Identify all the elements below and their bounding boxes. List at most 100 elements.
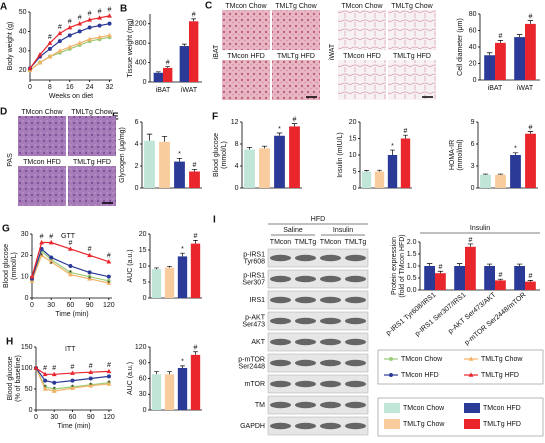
legend-swatch <box>384 419 400 429</box>
legend-marker <box>468 372 474 377</box>
point <box>57 30 63 36</box>
blot-strip <box>267 353 369 373</box>
blot-row-label: mTOR <box>245 381 265 388</box>
point <box>106 280 112 285</box>
significance-mark: # <box>52 365 56 372</box>
significance-mark: * <box>88 276 91 283</box>
error-bar <box>516 263 523 266</box>
y-tick-label: 20 <box>19 67 27 74</box>
blot-band <box>295 422 316 430</box>
micrograph <box>18 116 66 156</box>
y-axis-label: Blood glucose <box>3 244 10 288</box>
point <box>49 255 54 260</box>
point <box>57 39 62 44</box>
bar <box>164 267 175 298</box>
point <box>97 15 102 20</box>
error-bar <box>377 169 382 172</box>
blot-treatment: Saline <box>283 227 303 234</box>
x-tick-label: 120 <box>103 414 115 421</box>
error-bar <box>486 263 493 266</box>
bar <box>151 374 162 410</box>
x-tick-label: p-mTOR Ser2448/mTOR <box>464 292 528 347</box>
y-tick-label: 60 <box>139 375 147 382</box>
y-tick-label: 90 <box>139 360 147 367</box>
point <box>87 36 93 41</box>
micrograph <box>272 10 320 50</box>
panel-letter: F <box>212 112 218 123</box>
bar <box>189 21 199 83</box>
blot-row-label: TM <box>255 402 265 409</box>
micrograph <box>338 10 386 50</box>
micrograph <box>222 10 270 50</box>
point <box>70 378 75 383</box>
annotation: ITT <box>65 346 76 353</box>
significance-mark: # <box>107 362 111 369</box>
series-line <box>31 254 109 284</box>
y-tick-label: 12 <box>231 119 239 126</box>
significance-mark: # <box>43 365 47 372</box>
error-bar <box>516 34 523 38</box>
significance-mark: # <box>404 128 408 135</box>
micrograph <box>68 116 116 156</box>
blot-strip <box>267 374 369 394</box>
image-label: TMcon Chow <box>341 3 383 10</box>
legend-swatch <box>464 419 480 429</box>
point <box>106 259 112 264</box>
tissue-label: iWAT <box>329 43 336 60</box>
point <box>48 239 54 245</box>
blot-band <box>295 359 316 367</box>
blot-band <box>270 275 291 283</box>
blot-band <box>320 380 341 388</box>
x-tick-label: 60 <box>69 414 77 421</box>
legend-label: TMLTg HFD <box>481 372 519 379</box>
panel-letter: A <box>0 2 7 13</box>
y-axis-label: Tissue weight (mg) <box>127 19 134 78</box>
significance-mark: * <box>391 143 394 150</box>
significance-mark: # <box>89 363 93 370</box>
point <box>39 239 44 245</box>
blot-band <box>320 296 341 304</box>
bar <box>510 155 521 188</box>
stain-label: PAS <box>7 153 14 167</box>
y-tick-label: 0.0 <box>407 287 417 294</box>
y-tick-label: 9 <box>471 119 475 126</box>
y-tick-label: 800 <box>135 40 147 47</box>
annotation: GTT <box>61 233 76 240</box>
bar <box>151 269 162 298</box>
image-label: TMLTg HFD <box>393 53 431 60</box>
blot-band <box>345 401 366 409</box>
error-bar <box>497 278 504 281</box>
bar <box>163 67 173 82</box>
image-label: TMLTg Chow <box>391 3 433 10</box>
blot-band <box>345 380 366 388</box>
blot-band <box>295 380 316 388</box>
bar <box>495 280 506 290</box>
y-tick-label: 15 <box>139 247 147 254</box>
y-tick-label: 4 <box>135 141 139 148</box>
y-axis-label: HOMA-IR <box>449 140 456 170</box>
x-tick-label: 0 <box>30 302 34 309</box>
bar <box>374 171 385 188</box>
significance-mark: # <box>528 13 532 20</box>
bar <box>179 46 189 82</box>
y-tick-label: 120 <box>135 344 147 351</box>
series-line <box>31 241 109 277</box>
bar <box>144 140 155 188</box>
legend-swatch <box>464 403 480 413</box>
legend-marker <box>468 356 474 361</box>
y-axis-label: (mmol/ml) <box>457 139 464 170</box>
legend-label: TMLTg Chow <box>403 421 445 428</box>
bar <box>514 266 525 290</box>
y-tick-label: 30 <box>139 391 147 398</box>
y-tick-label: 1200 <box>131 21 147 28</box>
series-line <box>35 367 109 375</box>
blot-row-label: p-mTOR <box>238 356 265 363</box>
blot-band <box>270 380 291 388</box>
point <box>29 274 35 279</box>
micrograph <box>388 60 436 100</box>
y-tick-label: 1.5 <box>407 251 417 258</box>
lane-label: TMcon <box>270 239 292 246</box>
lane-label: TMLTg <box>345 239 367 246</box>
significance-mark: * <box>181 246 184 253</box>
error-bar <box>191 18 197 22</box>
